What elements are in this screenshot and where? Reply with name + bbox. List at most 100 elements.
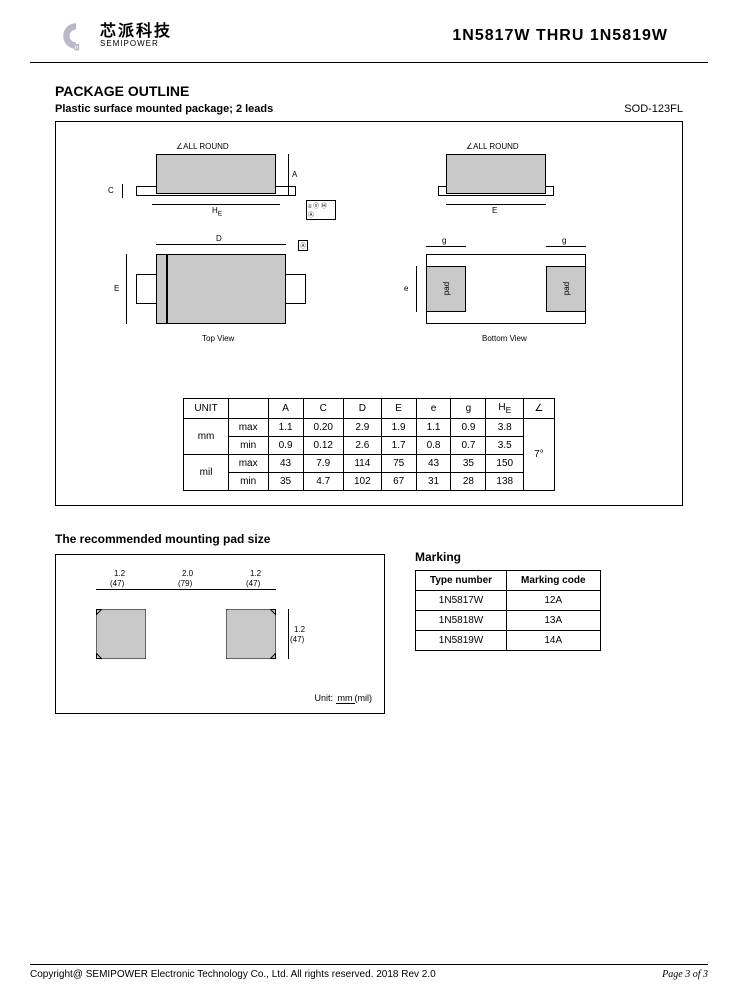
cell: 102 (343, 473, 381, 491)
marking-table: Type number Marking code 1N5817W12A 1N58… (415, 570, 601, 651)
th-angle: ∠ (524, 399, 555, 419)
cell: 43 (416, 455, 451, 473)
cell: 0.8 (416, 437, 451, 455)
cell: 1.1 (416, 419, 451, 437)
angle-cell: 7° (524, 419, 555, 491)
mil-max: max (228, 455, 268, 473)
dim-e-lower: e (404, 284, 408, 293)
pad-w2-mil: (47) (246, 579, 260, 588)
marking-th-type: Type number (416, 571, 507, 591)
company-name-cn: 芯派科技 (100, 24, 172, 40)
unit-mil: mil (184, 455, 228, 491)
pad-h-mil: (47) (290, 635, 304, 644)
pad-w2: 1.2 (250, 569, 261, 578)
th-blank (228, 399, 268, 419)
dim-c: C (108, 186, 114, 195)
dim-g-2: g (562, 236, 566, 245)
cell: 35 (451, 455, 486, 473)
marking-title: Marking (415, 550, 601, 564)
company-logo-icon (60, 20, 92, 52)
bottom-view-label: Bottom View (482, 334, 527, 343)
cell: 1N5818W (416, 611, 507, 631)
top-view: D Ⓐ E Top View (136, 242, 336, 362)
pad-h: 1.2 (294, 625, 305, 634)
cell: 0.9 (268, 437, 303, 455)
unit-bot: (mil) (355, 693, 373, 703)
top-view-label: Top View (202, 334, 234, 343)
outline-box: ∠ALL ROUND HE A C ≡ Ⓥ Ⓜ Ⓐ ∠ALL ROUND E D… (55, 121, 683, 506)
cell: 1N5817W (416, 591, 507, 611)
mil-min: min (228, 473, 268, 491)
cell: 43 (268, 455, 303, 473)
mm-max: max (228, 419, 268, 437)
cell: 12A (507, 591, 600, 611)
unit-top: mm (336, 693, 355, 704)
all-round-label: ∠ALL ROUND (176, 142, 229, 151)
dim-e-upper: E (492, 206, 497, 215)
cell: 1.7 (381, 437, 416, 455)
cell: 2.9 (343, 419, 381, 437)
pad-w1-mil: (47) (110, 579, 124, 588)
marking-section: Marking Type number Marking code 1N5817W… (415, 550, 601, 651)
th-e: E (381, 399, 416, 419)
cell: 150 (486, 455, 524, 473)
dim-d: D (216, 234, 222, 243)
cell: 138 (486, 473, 524, 491)
copyright: Copyright@ SEMIPOWER Electronic Technolo… (30, 969, 436, 980)
cell: 3.8 (486, 419, 524, 437)
section-title: PACKAGE OUTLINE (55, 83, 683, 99)
cell: 35 (268, 473, 303, 491)
all-round-label-2: ∠ALL ROUND (466, 142, 519, 151)
th-d: D (343, 399, 381, 419)
cell: 31 (416, 473, 451, 491)
mm-min: min (228, 437, 268, 455)
section-subtitle-row: Plastic surface mounted package; 2 leads… (55, 103, 683, 115)
logo-block: 芯派科技 SEMIPOWER (60, 20, 172, 52)
side-view-right: ∠ALL ROUND E (426, 144, 586, 214)
cell: 13A (507, 611, 600, 631)
cell: 0.12 (303, 437, 343, 455)
cell: 1N5819W (416, 631, 507, 651)
pad-box: 1.2 (47) 2.0 (79) 1.2 (47) 1.2 ( (55, 554, 385, 714)
pad-label-2: pad (562, 282, 571, 295)
th-g: g (451, 399, 486, 419)
cell: 75 (381, 455, 416, 473)
page-number: Page 3 of 3 (662, 969, 708, 980)
pad-gap: 2.0 (182, 569, 193, 578)
pad-label-1: pad (442, 282, 451, 295)
cell: 14A (507, 631, 600, 651)
dimension-table: UNIT A C D E e g HE ∠ mm max 1.1 0.20 2.… (183, 398, 554, 491)
package-code: SOD-123FL (624, 103, 683, 115)
part-number-title: 1N5817W THRU 1N5819W (452, 27, 668, 45)
pad-right (226, 609, 276, 659)
th-he: HE (486, 399, 524, 419)
footer: Copyright@ SEMIPOWER Electronic Technolo… (30, 964, 708, 980)
th-el: e (416, 399, 451, 419)
cell: 67 (381, 473, 416, 491)
unit-label: Unit: (314, 693, 333, 703)
tolerance-box: ≡ Ⓥ Ⓜ Ⓐ (306, 200, 336, 220)
cell: 3.5 (486, 437, 524, 455)
pad-w1: 1.2 (114, 569, 125, 578)
cell: 28 (451, 473, 486, 491)
bottom-view: pad pad g g e Bottom View (416, 242, 616, 362)
dim-g-1: g (442, 236, 446, 245)
pad-section: The recommended mounting pad size 1.2 (4… (55, 532, 385, 714)
dim-a: A (292, 170, 297, 179)
cell: 2.6 (343, 437, 381, 455)
th-a: A (268, 399, 303, 419)
unit-mm: mm (184, 419, 228, 455)
cell: 1.9 (381, 419, 416, 437)
cell: 114 (343, 455, 381, 473)
th-c: C (303, 399, 343, 419)
header: 芯派科技 SEMIPOWER 1N5817W THRU 1N5819W (30, 0, 708, 63)
unit-note: Unit: mm(mil) (314, 693, 372, 703)
cell: 4.7 (303, 473, 343, 491)
marking-th-code: Marking code (507, 571, 600, 591)
cell: 0.20 (303, 419, 343, 437)
cell: 0.9 (451, 419, 486, 437)
pad-left (96, 609, 146, 659)
company-name-en: SEMIPOWER (100, 40, 172, 48)
cell: 7.9 (303, 455, 343, 473)
cell: 0.7 (451, 437, 486, 455)
